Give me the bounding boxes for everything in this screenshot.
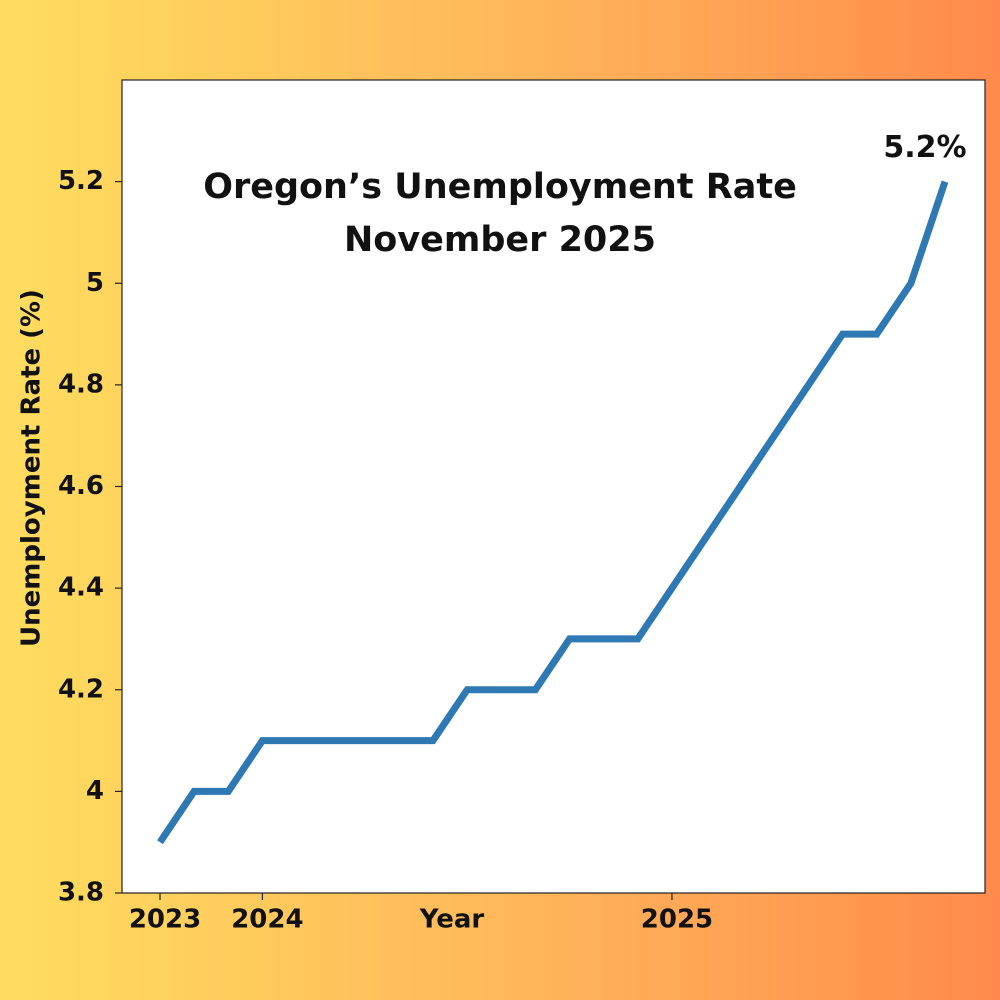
y-tick-label: 3.8	[58, 878, 104, 908]
x-axis-label: Year	[419, 905, 485, 935]
chart-title: Oregon’s Unemployment Rate	[203, 167, 797, 207]
y-axis-label: Unemployment Rate (%)	[17, 289, 47, 647]
data-line	[157, 180, 949, 845]
x-tick-label: 2024	[231, 905, 303, 935]
y-tick-label: 5	[86, 268, 104, 298]
y-tick-label: 4.2	[58, 674, 104, 704]
x-tick-label: 2025	[641, 905, 713, 935]
x-tick-label: 2023	[129, 905, 201, 935]
y-tick-label: 4	[86, 776, 104, 806]
y-tick-label: 5.2	[58, 166, 104, 196]
y-tick-label: 4.8	[58, 369, 104, 399]
y-tick-label: 4.4	[58, 573, 104, 603]
y-tick-label: 4.6	[58, 471, 104, 501]
annotation: 5.2%	[883, 130, 966, 165]
chart-subtitle: November 2025	[344, 220, 656, 260]
plot-area	[121, 79, 986, 894]
